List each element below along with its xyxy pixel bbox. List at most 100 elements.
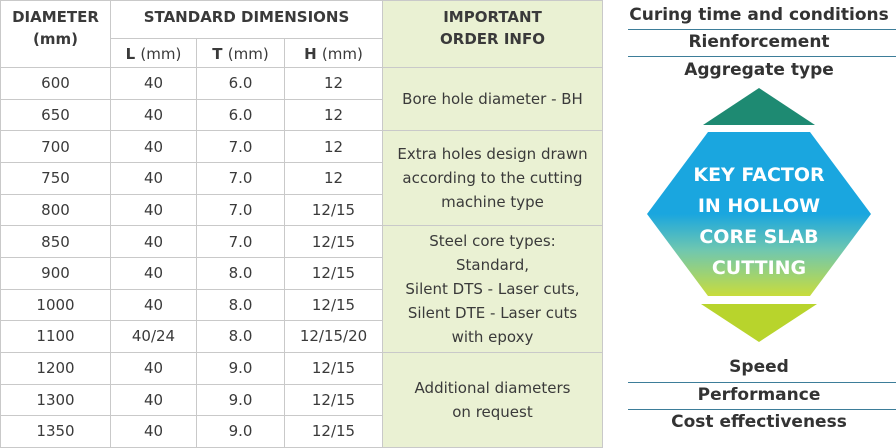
- h-cell: 12: [284, 130, 383, 164]
- l-header-name: L: [125, 44, 136, 63]
- divider: [628, 409, 896, 410]
- standard-dimensions-header: STANDARD DIMENSIONS: [110, 0, 383, 39]
- table-row: 700 40 7.0 12 Extra holes design drawn accord…: [0, 130, 603, 227]
- diameter-cell: 1100: [0, 320, 111, 353]
- h-cell: 12/15/20: [284, 320, 383, 353]
- order-info-line: with epoxy: [451, 328, 534, 347]
- l-cell: 40: [110, 257, 197, 290]
- order-info-line: Bore hole diameter - BH: [402, 90, 583, 109]
- l-cell: 40: [110, 351, 197, 385]
- diameter-cell: 750: [0, 162, 111, 195]
- diameter-header-unit: (mm): [33, 29, 78, 48]
- diameter-cell: 1350: [0, 415, 111, 448]
- t-cell: 6.0: [196, 98, 285, 132]
- t-cell: 7.0: [196, 225, 285, 259]
- order-info-cell: Additional diameters on request: [382, 351, 603, 448]
- bottom-arrow-icon: [701, 304, 817, 342]
- hexagon-shape: [647, 132, 871, 296]
- h-header-unit: (mm): [321, 44, 363, 63]
- factor-label-aggregate: Aggregate type: [684, 60, 834, 80]
- table-row: 800 40 7.0 12/15: [0, 193, 603, 227]
- l-header: L (mm): [110, 37, 197, 69]
- l-cell: 40: [110, 225, 197, 259]
- order-info-line: according to the cutting: [402, 169, 583, 188]
- h-header-name: H: [304, 44, 317, 63]
- h-cell: 12: [284, 162, 383, 195]
- t-cell: 6.0: [196, 67, 285, 100]
- diameter-cell: 600: [0, 67, 111, 100]
- order-info-line: Silent DTE - Laser cuts: [407, 304, 578, 323]
- key-factor-title: KEY FACTOR IN HOLLOW CORE SLAB CUTTING: [622, 160, 896, 284]
- h-cell: 12/15: [284, 288, 383, 322]
- table-row: 900 40 8.0 12/15: [0, 257, 603, 290]
- h-cell: 12/15: [284, 415, 383, 448]
- t-header-unit: (mm): [227, 44, 269, 63]
- key-factor-line: CORE SLAB: [699, 226, 819, 248]
- order-info-header-line: ORDER INFO: [440, 29, 545, 48]
- dimensions-table: DIAMETER (mm) STANDARD DIMENSIONS IMPORT…: [0, 0, 603, 448]
- diameter-cell: 650: [0, 98, 111, 132]
- order-info-header: IMPORTANT ORDER INFO: [382, 0, 603, 69]
- l-cell: 40: [110, 415, 197, 448]
- t-cell: 7.0: [196, 193, 285, 227]
- t-cell: 9.0: [196, 351, 285, 385]
- t-header-name: T: [212, 44, 223, 63]
- diameter-cell: 700: [0, 130, 111, 164]
- diameter-cell: 900: [0, 257, 111, 290]
- order-info-line: Standard,: [455, 256, 529, 275]
- table-row: 750 40 7.0 12: [0, 162, 603, 195]
- t-cell: 8.0: [196, 257, 285, 290]
- diameter-header: DIAMETER (mm): [0, 0, 111, 69]
- key-factor-panel: Curing time and conditions Rienforcement…: [622, 0, 896, 448]
- table-row: 650 40 6.0 12: [0, 98, 603, 132]
- l-cell: 40: [110, 193, 197, 227]
- h-header: H (mm): [284, 37, 383, 69]
- divider: [628, 29, 896, 30]
- order-info-line: Steel core types:: [429, 232, 556, 251]
- key-factor-line: KEY FACTOR: [693, 164, 825, 186]
- order-info-cell: Bore hole diameter - BH: [382, 67, 603, 132]
- t-cell: 9.0: [196, 415, 285, 448]
- table-row: 1100 40/24 8.0 12/15/20: [0, 320, 603, 353]
- diameter-cell: 1000: [0, 288, 111, 322]
- table-row: 1350 40 9.0 12/15: [0, 415, 603, 448]
- diameter-cell: 800: [0, 193, 111, 227]
- l-cell: 40: [110, 383, 197, 417]
- key-factor-hexagon: [647, 88, 871, 342]
- h-cell: 12/15: [284, 383, 383, 417]
- l-cell: 40: [110, 130, 197, 164]
- l-cell: 40/24: [110, 320, 197, 353]
- order-info-line: Silent DTS - Laser cuts,: [405, 280, 580, 299]
- top-arrow-icon: [703, 88, 815, 125]
- t-cell: 7.0: [196, 162, 285, 195]
- h-cell: 12: [284, 98, 383, 132]
- diameter-header-line: DIAMETER: [12, 8, 99, 26]
- benefit-label-performance: Performance: [697, 385, 821, 405]
- t-header: T (mm): [196, 37, 285, 69]
- table-row: 1300 40 9.0 12/15: [0, 383, 603, 417]
- order-info-header-line: IMPORTANT: [443, 8, 542, 26]
- order-info-line: Additional diameters: [414, 378, 571, 397]
- factor-label-reinforcement: Rienforcement: [688, 32, 830, 52]
- order-info-cell: Extra holes design drawn according to the…: [382, 130, 603, 227]
- h-cell: 12: [284, 67, 383, 100]
- order-info-line: on request: [452, 402, 533, 421]
- h-cell: 12/15: [284, 225, 383, 259]
- table-row: 1000 40 8.0 12/15: [0, 288, 603, 322]
- order-info-cell: Steel core types: Standard, Silent DTS - L…: [382, 225, 603, 353]
- h-cell: 12/15: [284, 351, 383, 385]
- t-cell: 7.0: [196, 130, 285, 164]
- benefit-label-cost: Cost effectiveness: [671, 412, 847, 432]
- divider: [628, 56, 896, 57]
- l-cell: 40: [110, 162, 197, 195]
- order-info-line: Extra holes design drawn: [397, 145, 588, 164]
- benefit-label-speed: Speed: [729, 357, 789, 377]
- factor-label-curing: Curing time and conditions: [629, 5, 889, 25]
- diameter-cell: 850: [0, 225, 111, 259]
- table-row: 1200 40 9.0 12/15 Additional diameters on req…: [0, 351, 603, 448]
- table-row: 600 40 6.0 12 Bore hole diameter - BH: [0, 67, 603, 132]
- key-factor-line: IN HOLLOW: [697, 195, 821, 217]
- divider: [628, 382, 896, 383]
- l-cell: 40: [110, 67, 197, 100]
- key-factor-line: CUTTING: [711, 257, 807, 279]
